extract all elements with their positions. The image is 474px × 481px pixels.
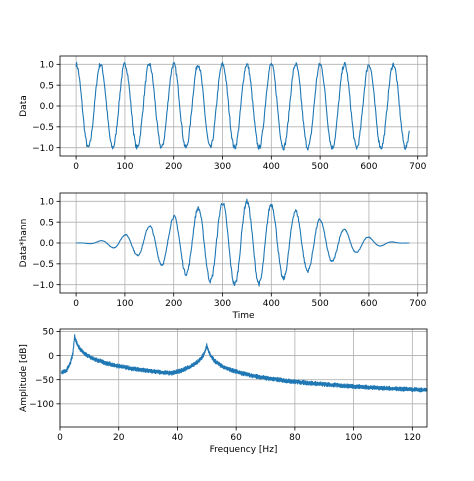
- x-tick-label: 100: [116, 162, 133, 172]
- x-tick-label: 40: [172, 433, 184, 443]
- x-tick-label: 500: [312, 162, 329, 172]
- x-tick-label: 20: [113, 433, 125, 443]
- x-tick-label: 200: [165, 162, 182, 172]
- y-tick-label: 0.5: [40, 218, 54, 228]
- y-tick-label: −100: [29, 400, 54, 410]
- x-tick-label: 400: [263, 162, 280, 172]
- y-tick-label: 1.0: [40, 61, 55, 71]
- y-tick-label: 1.0: [40, 198, 55, 208]
- x-tick-label: 0: [73, 162, 79, 172]
- plot-spectrum-panel: 0 20 40 60 80 100 120 −100 −50 0 50 Frequency [Hz] A…: [19, 328, 428, 455]
- y-tick-label: 0: [48, 352, 54, 362]
- x-tick-label: 100: [345, 433, 362, 443]
- axes-frame: [59, 328, 428, 428]
- x-tick-label: 300: [214, 162, 231, 172]
- y-axis-label: Amplitude [dB]: [19, 344, 29, 412]
- y-tick-label: 0.0: [40, 102, 55, 112]
- y-tick-label: −0.5: [32, 260, 54, 270]
- y-tick-label: −1.0: [32, 281, 54, 291]
- y-tick-label: −0.5: [32, 123, 54, 133]
- x-tick-label: 80: [289, 433, 301, 443]
- series-line: [76, 198, 410, 287]
- y-tick-label: 50: [43, 328, 55, 338]
- x-tick-label: 120: [404, 433, 421, 443]
- y-axis-label: Data: [19, 95, 29, 117]
- x-tick-label: 500: [312, 299, 329, 309]
- x-axis-label: Time: [231, 311, 254, 321]
- x-axis-label: Frequency [Hz]: [210, 445, 278, 455]
- x-tick-label: 0: [57, 433, 63, 443]
- plot-windowed-panel: 0 100 200 300 400 500 600 700 −1.0 −0.5 0.0 0.5 1.0 T…: [19, 192, 428, 321]
- x-tick-label: 400: [263, 299, 280, 309]
- series-line: [60, 334, 428, 393]
- x-tick-label: 200: [165, 299, 182, 309]
- x-tick-label: 0: [73, 299, 79, 309]
- series-line: [75, 61, 410, 151]
- y-tick-label: 0.0: [40, 239, 55, 249]
- plot-data-panel: 0 100 200 300 400 500 600 700 −1.0 −0.5 0.0 0.5 1.0 D…: [19, 55, 428, 172]
- x-tick-label: 100: [116, 299, 133, 309]
- y-axis-label: Data*hann: [19, 219, 29, 268]
- y-tick-label: 0.5: [40, 81, 54, 91]
- x-tick-label: 60: [230, 433, 242, 443]
- y-tick-label: −50: [35, 376, 54, 386]
- y-tick-label: −1.0: [32, 144, 54, 154]
- x-tick-label: 700: [409, 162, 426, 172]
- x-tick-label: 600: [360, 299, 377, 309]
- x-tick-label: 300: [214, 299, 231, 309]
- x-tick-label: 600: [360, 162, 377, 172]
- x-tick-label: 700: [409, 299, 426, 309]
